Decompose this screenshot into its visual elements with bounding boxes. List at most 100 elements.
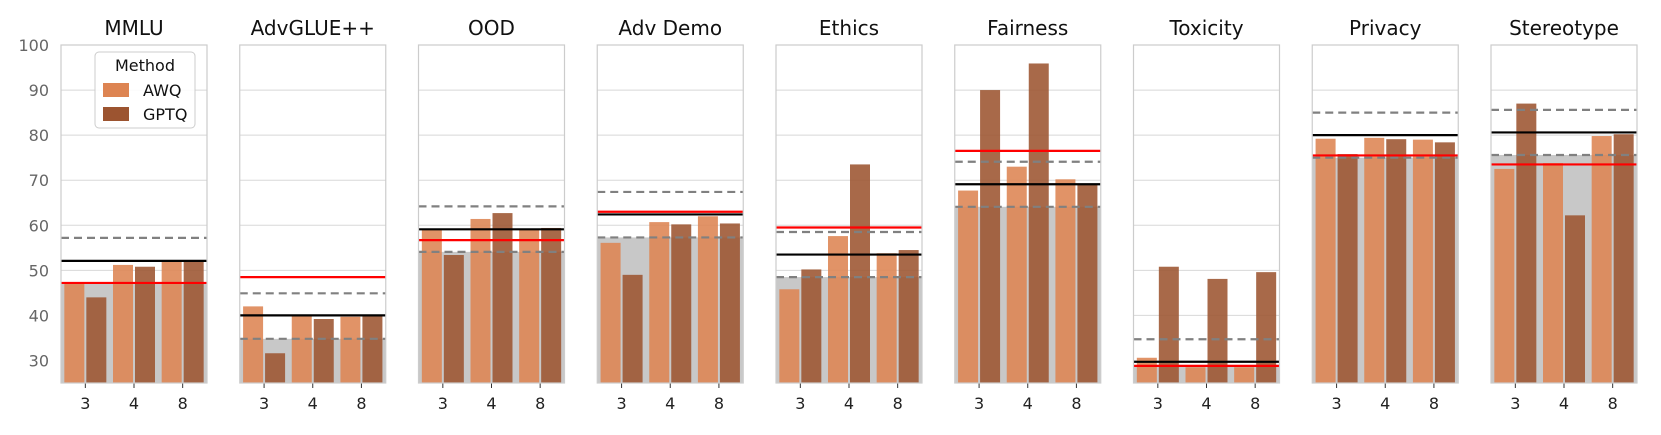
bar-gptq bbox=[265, 353, 286, 383]
bar-gptq bbox=[1613, 134, 1634, 383]
bar-gptq bbox=[541, 227, 562, 383]
bar-gptq bbox=[1434, 142, 1455, 383]
bar-gptq bbox=[801, 269, 822, 383]
panel-title: Stereotype bbox=[1509, 16, 1619, 40]
y-tick-label: 70 bbox=[29, 171, 49, 190]
bar-awq bbox=[697, 216, 718, 383]
bar-gptq bbox=[183, 261, 204, 383]
bar-gptq bbox=[443, 255, 464, 383]
panel-frame bbox=[417, 44, 566, 384]
legend: Method AWQ GPTQ bbox=[94, 51, 196, 129]
bar-gptq bbox=[671, 224, 692, 383]
baseline-band bbox=[954, 206, 1101, 383]
x-tick-label: 8 bbox=[1071, 394, 1081, 413]
panel-ood: 3 4 8 OOD bbox=[417, 16, 566, 413]
bar-awq bbox=[470, 218, 491, 383]
panel-frame bbox=[775, 44, 923, 384]
bar-gptq bbox=[850, 164, 870, 383]
baseline-band bbox=[597, 237, 744, 383]
bar-awq bbox=[421, 229, 442, 383]
bar-awq bbox=[1234, 367, 1255, 383]
bar-gptq bbox=[135, 266, 155, 383]
x-tick-label: 4 bbox=[844, 394, 854, 413]
y-tick-label: 60 bbox=[29, 216, 49, 235]
x-tick-label: 8 bbox=[1250, 394, 1260, 413]
bar-gptq bbox=[86, 297, 107, 383]
x-tick-label: 4 bbox=[129, 394, 139, 413]
baseline-band bbox=[61, 283, 207, 383]
panel-frame bbox=[1132, 44, 1281, 384]
panel-fairness: 3 4 8 Fairness bbox=[954, 16, 1102, 413]
x-tick-label: 3 bbox=[1331, 394, 1341, 413]
panel-advglue-: 3 4 8 AdvGLUE++ bbox=[239, 16, 387, 413]
x-tick-label: 3 bbox=[1510, 394, 1520, 413]
bar-awq bbox=[340, 316, 361, 383]
panel-frame bbox=[954, 44, 1102, 384]
bar-gptq bbox=[719, 223, 740, 383]
bar-gptq bbox=[1256, 272, 1277, 383]
bar-awq bbox=[113, 264, 133, 383]
baseline-band bbox=[418, 251, 565, 383]
bar-gptq bbox=[898, 250, 919, 383]
bar-gptq bbox=[1158, 266, 1179, 383]
bar-gptq bbox=[1207, 278, 1228, 383]
y-tick-label: 30 bbox=[29, 351, 49, 370]
baseline-band bbox=[1312, 157, 1459, 383]
baseline-band bbox=[239, 338, 386, 383]
x-tick-label: 8 bbox=[535, 394, 545, 413]
panel-ethics: 3 4 8 Ethics bbox=[775, 16, 923, 413]
legend-title: Method bbox=[115, 56, 175, 75]
bar-gptq bbox=[1077, 183, 1098, 383]
panel-frame bbox=[60, 44, 208, 384]
panel-frame bbox=[1490, 44, 1638, 384]
legend-swatch-awq bbox=[103, 83, 129, 97]
x-tick-label: 8 bbox=[893, 394, 903, 413]
y-tick-label: 50 bbox=[29, 261, 49, 280]
y-tick-label: 40 bbox=[29, 306, 49, 325]
baseline-band bbox=[776, 277, 922, 383]
panel-frame bbox=[1311, 44, 1459, 384]
x-tick-label: 4 bbox=[1201, 394, 1211, 413]
bar-awq bbox=[519, 229, 540, 383]
bar-awq bbox=[1543, 163, 1563, 383]
x-tick-label: 3 bbox=[795, 394, 805, 413]
x-tick-label: 4 bbox=[1380, 394, 1390, 413]
baseline-band bbox=[1491, 154, 1637, 383]
x-tick-label: 8 bbox=[178, 394, 188, 413]
bar-gptq bbox=[1028, 63, 1049, 384]
bar-awq bbox=[1412, 139, 1433, 383]
bar-gptq bbox=[1516, 103, 1537, 383]
panel-background bbox=[1133, 45, 1280, 383]
bar-awq bbox=[161, 261, 182, 383]
bar-awq bbox=[1494, 168, 1515, 383]
x-tick-label: 3 bbox=[1153, 394, 1163, 413]
y-tick-label: 90 bbox=[29, 81, 49, 100]
bar-awq bbox=[64, 282, 85, 383]
bar-awq bbox=[1136, 357, 1157, 383]
x-tick-label: 3 bbox=[616, 394, 626, 413]
x-tick-label: 3 bbox=[974, 394, 984, 413]
bar-gptq bbox=[492, 213, 513, 383]
bar-awq bbox=[600, 242, 621, 383]
bar-gptq bbox=[1386, 139, 1407, 383]
panel-toxicity: 3 4 8 Toxicity bbox=[1132, 16, 1281, 413]
bar-gptq bbox=[980, 90, 1001, 384]
x-tick-label: 8 bbox=[1608, 394, 1618, 413]
bar-gptq bbox=[313, 319, 334, 383]
x-tick-label: 4 bbox=[308, 394, 318, 413]
bar-gptq bbox=[362, 316, 383, 383]
legend-label-awq: AWQ bbox=[143, 81, 181, 100]
panel-title: OOD bbox=[468, 16, 515, 40]
bar-awq bbox=[828, 236, 848, 383]
bar-gptq bbox=[1565, 215, 1585, 383]
panel-title: Privacy bbox=[1349, 16, 1422, 40]
legend-label-gptq: GPTQ bbox=[143, 105, 187, 124]
panel-title: Adv Demo bbox=[618, 16, 722, 40]
x-tick-label: 8 bbox=[356, 394, 366, 413]
panel-title: MMLU bbox=[104, 16, 163, 40]
x-tick-label: 3 bbox=[259, 394, 269, 413]
x-tick-label: 4 bbox=[665, 394, 675, 413]
panel-title: Fairness bbox=[987, 16, 1068, 40]
panel-title: Ethics bbox=[819, 16, 879, 40]
